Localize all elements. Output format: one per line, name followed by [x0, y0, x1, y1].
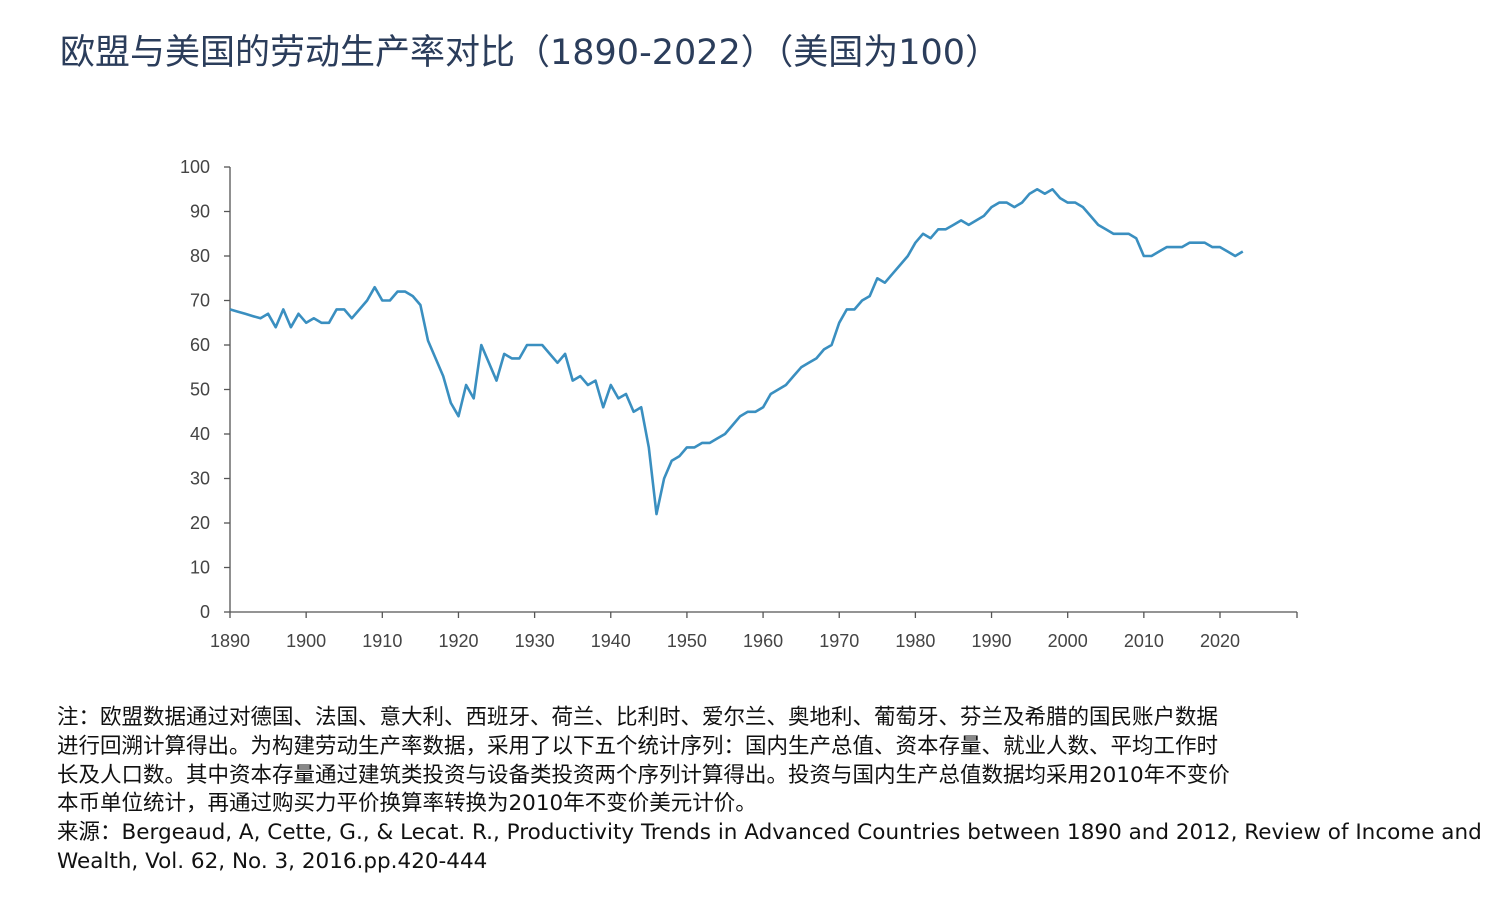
y-tick-label: 70 [190, 291, 210, 311]
y-tick-label: 50 [190, 380, 210, 400]
x-tick-label: 1990 [972, 631, 1012, 651]
y-axis-ticks: 0 10 20 30 40 50 60 70 80 90 100 [180, 157, 230, 622]
note-line: 注：欧盟数据通过对德国、法国、意大利、西班牙、荷兰、比利时、爱尔兰、奥地利、葡萄… [57, 705, 1219, 730]
axes [229, 167, 1298, 618]
x-tick-label: 1950 [667, 631, 707, 651]
note-line: 进行回溯计算得出。为构建劳动生产率数据，采用了以下五个统计序列：国内生产总值、资… [57, 733, 1219, 759]
x-tick-label: 1960 [743, 631, 783, 651]
x-tick-label: 1980 [895, 631, 935, 651]
x-tick-label: 2020 [1200, 631, 1240, 651]
y-tick-label: 100 [180, 157, 210, 177]
y-tick-label: 40 [190, 424, 210, 444]
x-tick-label: 1900 [286, 631, 326, 651]
note-line: 本币单位统计，再通过购买力平价换算率转换为2010年不变价美元计价。 [57, 791, 757, 817]
x-tick-label: 1920 [438, 631, 478, 651]
y-tick-label: 20 [190, 513, 210, 533]
x-axis-ticks: 1890 1900 1910 1920 1930 1940 1950 1960 1970 1980… [210, 612, 1240, 651]
x-tick-label: 2000 [1048, 631, 1088, 651]
y-tick-label: 10 [190, 558, 210, 578]
notes: 注：欧盟数据通过对德国、法国、意大利、西班牙、荷兰、比利时、爱尔兰、奥地利、葡萄… [57, 704, 1496, 877]
series-line [229, 188, 1244, 516]
source-line: 来源：Bergeaud, A, Cette, G., & Lecat. R., … [57, 820, 1482, 846]
y-tick-label: 60 [190, 335, 210, 355]
y-tick-label: 90 [190, 202, 210, 222]
x-tick-label: 1940 [591, 631, 631, 651]
chart-title: 欧盟与美国的劳动生产率对比（1890-2022）（美国为100） [60, 33, 1001, 73]
series-group [229, 188, 1244, 516]
y-tick-label: 80 [190, 246, 210, 266]
x-tick-label: 1890 [210, 631, 250, 651]
x-tick-label: 2010 [1124, 631, 1164, 651]
x-tick-label: 1970 [819, 631, 859, 651]
y-tick-label: 30 [190, 469, 210, 489]
source-line: Wealth, Vol. 62, No. 3, 2016.pp.420-444 [57, 848, 488, 874]
x-tick-label: 1910 [362, 631, 402, 651]
line-chart: 1890 1900 1910 1920 1930 1940 1950 1960 1970 1980… [180, 157, 1298, 651]
y-tick-label: 0 [200, 602, 210, 622]
note-line: 长及人口数。其中资本存量通过建筑类投资与设备类投资两个序列计算得出。投资与国内生… [57, 762, 1230, 788]
x-tick-label: 1930 [515, 631, 555, 651]
